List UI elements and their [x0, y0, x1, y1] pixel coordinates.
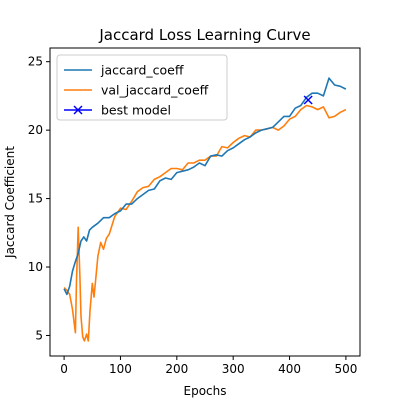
legend-label: val_jaccard_coeff — [101, 83, 209, 98]
x-tick-label: 400 — [278, 362, 301, 376]
best-model-marker — [303, 95, 313, 105]
y-tick-label: 10 — [28, 260, 43, 274]
x-tick-label: 200 — [165, 362, 188, 376]
x-tick-label: 500 — [334, 362, 357, 376]
x-axis-label: Epochs — [184, 384, 227, 398]
legend-item-val-jaccard-coeff: val_jaccard_coeff — [64, 83, 209, 98]
chart-title: Jaccard Loss Learning Curve — [98, 26, 310, 44]
plot-frame — [49, 47, 361, 357]
marker-layer — [303, 95, 313, 105]
x-tick-label: 0 — [60, 362, 68, 376]
jaccard-coeff-line — [63, 77, 347, 296]
y-tick-label: 20 — [28, 123, 43, 137]
y-axis-label: Jaccard Coefficient — [3, 146, 17, 259]
y-tick-label: 5 — [35, 328, 43, 342]
x-axis: 0 100 200 300 400 500 — [60, 356, 357, 376]
plot-area — [63, 77, 347, 342]
legend-label: best model — [101, 103, 171, 118]
legend-item-jaccard-coeff: jaccard_coeff — [64, 63, 184, 78]
x-tick-label: 300 — [222, 362, 245, 376]
y-tick-label: 15 — [28, 192, 43, 206]
legend-item-best-model: best model — [64, 103, 171, 118]
val-jaccard-coeff-line — [63, 104, 347, 342]
x-tick-label: 100 — [109, 362, 132, 376]
y-axis: 5 10 15 20 25 — [28, 55, 50, 342]
legend-box — [56, 54, 228, 121]
y-tick-label: 25 — [28, 55, 43, 69]
legend-marker — [73, 105, 83, 115]
legend-label: jaccard_coeff — [100, 63, 184, 78]
